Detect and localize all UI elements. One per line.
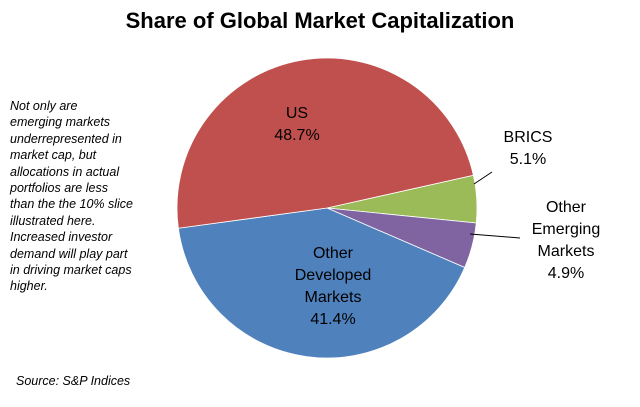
source-note: Source: S&P Indices xyxy=(16,374,131,388)
slice-label-name: Markets xyxy=(538,243,595,260)
slice-label-value: 5.1% xyxy=(510,151,546,168)
note-line: illustrated here. xyxy=(10,213,96,228)
slice-label: US 48.7% xyxy=(274,105,319,144)
slice-label: Other Emerging Markets 4.9% xyxy=(532,199,600,282)
note-line: higher. xyxy=(10,279,48,294)
leader-line xyxy=(473,171,493,185)
slice-label-name: BRICS xyxy=(504,129,553,146)
note-line: than the the 10% slice xyxy=(10,197,133,212)
note-line: allocations in actual xyxy=(10,164,120,179)
leader-line xyxy=(469,233,521,239)
slice-label-name: Markets xyxy=(305,289,362,306)
slice-label-name: Emerging xyxy=(532,221,600,238)
annotation-note: Not only are emerging markets underreprese… xyxy=(10,98,160,295)
note-line: market cap, but xyxy=(10,148,97,163)
note-line: underrepresented in xyxy=(10,131,122,146)
note-line: Increased investor xyxy=(10,230,113,245)
note-line: Not only are xyxy=(10,99,78,113)
slice-label-name: Other xyxy=(546,199,587,216)
slice-label-name: US xyxy=(286,105,308,122)
note-line: portfolios are less xyxy=(10,181,108,196)
pie-slice xyxy=(177,207,466,359)
slice-label-name: Developed xyxy=(295,267,372,284)
note-line: demand will play part xyxy=(10,246,128,261)
note-line: emerging markets xyxy=(10,115,111,130)
slice-label-value: 48.7% xyxy=(274,127,319,144)
slice-label-name: Other xyxy=(313,245,354,262)
note-line: in driving market caps xyxy=(10,263,132,278)
slice-label-value: 41.4% xyxy=(310,311,355,328)
chart-title: Share of Global Market Capitalization xyxy=(125,8,515,33)
slice-label-value: 4.9% xyxy=(548,265,584,282)
slice-label: BRICS 5.1% xyxy=(504,129,553,168)
slice-label: Other Developed Markets 41.4% xyxy=(295,245,372,328)
pie-slice xyxy=(176,57,474,229)
